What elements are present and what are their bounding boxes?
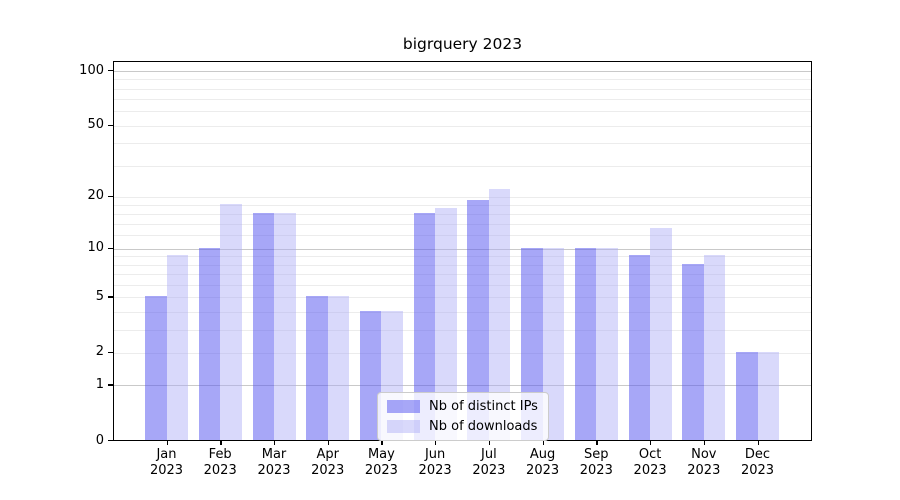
x-tick-mark-oct [650, 440, 652, 445]
y-tick-label-2: 2 [95, 344, 104, 360]
gridline-y-16 [114, 213, 811, 215]
bar-jan-distinct-ips [145, 296, 167, 440]
bar-nov-downloads [703, 255, 726, 440]
x-tick-label-aug: Aug 2023 [526, 447, 560, 478]
gridline-y-20 [114, 196, 811, 198]
x-tick-mark-feb [220, 440, 222, 445]
plot-area: Nb of distinct IPs Nb of downloads [113, 61, 812, 441]
legend-swatch-downloads [387, 420, 420, 433]
bar-jan-downloads [166, 255, 188, 440]
x-tick-mark-jan [166, 440, 168, 445]
x-tick-mark-mar [274, 440, 276, 445]
x-tick-mark-jun [435, 440, 437, 445]
gridline-y-9 [114, 256, 811, 258]
bar-jul-downloads [488, 188, 511, 440]
gridline-y-100 [114, 71, 811, 72]
gridline-y-30 [114, 165, 811, 167]
x-tick-mark-aug [542, 440, 544, 445]
gridline-y-6 [114, 285, 811, 286]
legend-label-downloads: Nb of downloads [429, 419, 538, 434]
chart-title: bigrquery 2023 [402, 35, 523, 53]
x-tick-label-jan: Jan 2023 [149, 447, 184, 478]
gridline-y-4 [114, 312, 811, 313]
y-tick-mark-10 [108, 247, 113, 250]
x-tick-mark-may [381, 440, 383, 445]
y-tick-mark-0 [108, 440, 113, 442]
y-tick-label-1: 1 [95, 376, 104, 392]
gridline-y-7 [114, 274, 811, 276]
x-tick-label-jun: Jun 2023 [418, 447, 452, 478]
bar-feb-downloads [220, 203, 242, 440]
legend-entry-downloads: Nb of downloads [387, 419, 538, 434]
gridline-y-8 [114, 264, 811, 266]
gridline-y-60 [114, 111, 811, 113]
y-tick-mark-20 [108, 195, 113, 198]
bar-oct-distinct-ips [628, 255, 651, 440]
x-tick-label-may: May 2023 [364, 447, 398, 478]
x-tick-mark-sep [596, 440, 598, 445]
bar-apr-distinct-ips [306, 296, 328, 440]
bar-sep-distinct-ips [574, 247, 597, 440]
bar-dec-distinct-ips [736, 351, 758, 440]
y-tick-label-5: 5 [95, 288, 104, 304]
y-tick-label-10: 10 [87, 240, 104, 256]
gridline-y-2 [114, 352, 811, 354]
gridline-y-90 [114, 79, 811, 81]
y-tick-mark-5 [108, 296, 113, 298]
bar-sep-downloads [596, 247, 618, 440]
legend-label-distinct-ips: Nb of distinct IPs [429, 399, 538, 414]
bar-mar-distinct-ips [252, 212, 274, 440]
legend-entry-distinct-ips: Nb of distinct IPs [387, 399, 538, 414]
x-tick-mark-apr [327, 440, 330, 445]
x-tick-label-feb: Feb 2023 [203, 447, 237, 478]
bar-feb-distinct-ips [198, 247, 221, 440]
y-tick-label-100: 100 [79, 62, 104, 78]
bar-aug-downloads [542, 247, 565, 440]
x-tick-label-mar: Mar 2023 [257, 447, 291, 478]
legend-swatch-distinct-ips [387, 400, 420, 413]
y-tick-mark-2 [108, 351, 113, 354]
gridline-y-1 [114, 385, 811, 387]
gridline-y-5 [114, 297, 811, 299]
gridline-y-40 [114, 143, 811, 145]
x-tick-mark-nov [703, 440, 706, 445]
y-tick-label-0: 0 [95, 432, 104, 448]
y-tick-mark-50 [108, 124, 113, 127]
bar-apr-downloads [327, 296, 350, 440]
y-tick-mark-100 [108, 70, 113, 72]
bar-aug-distinct-ips [521, 247, 543, 440]
gridline-y-80 [114, 88, 811, 90]
bar-oct-downloads [650, 228, 672, 440]
bar-jun-downloads [435, 208, 457, 440]
x-tick-label-nov: Nov 2023 [687, 447, 721, 478]
x-tick-label-jul: Jul 2023 [472, 447, 506, 478]
x-tick-label-apr: Apr 2023 [311, 447, 345, 478]
x-tick-label-sep: Sep 2023 [579, 447, 613, 478]
gridline-y-12 [114, 235, 811, 237]
bar-mar-downloads [274, 212, 296, 440]
y-tick-mark-1 [108, 384, 113, 386]
legend: Nb of distinct IPs Nb of downloads [377, 392, 549, 441]
gridline-y-18 [114, 204, 811, 206]
gridline-y-10 [114, 248, 811, 250]
bar-jun-distinct-ips [413, 212, 436, 440]
x-tick-mark-dec [757, 440, 759, 445]
x-tick-label-oct: Oct 2023 [633, 447, 667, 478]
bar-jul-distinct-ips [467, 199, 489, 440]
gridline-y-70 [114, 99, 811, 101]
bar-nov-distinct-ips [682, 263, 704, 440]
x-tick-label-dec: Dec 2023 [740, 447, 775, 478]
gridline-y-50 [114, 125, 811, 127]
gridline-y-3 [114, 329, 811, 331]
gridline-y-14 [114, 223, 811, 225]
y-tick-label-20: 20 [87, 188, 104, 204]
bar-may-distinct-ips [359, 311, 382, 440]
bar-dec-downloads [757, 351, 779, 440]
y-tick-label-50: 50 [87, 117, 104, 133]
x-tick-mark-jul [488, 440, 491, 445]
